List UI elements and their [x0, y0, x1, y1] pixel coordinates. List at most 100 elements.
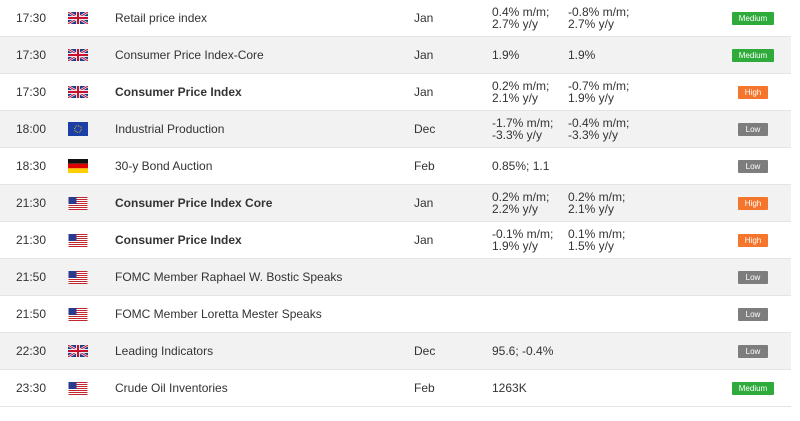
eu-flag-icon	[67, 111, 89, 147]
importance-badge: Low	[738, 270, 768, 284]
previous-value: -0.8% m/m; 2.7% y/y	[568, 5, 630, 31]
table-row[interactable]: 21:30 Consumer Price Index Jan -0.1% m/m; 1…	[0, 222, 791, 259]
us-flag-icon	[67, 185, 89, 221]
event-name: Consumer Price Index	[115, 233, 242, 247]
event-period: Dec	[414, 122, 436, 136]
event-period: Dec	[414, 344, 436, 358]
event-time: 18:00	[16, 122, 47, 136]
event-period: Jan	[414, 48, 434, 62]
us-flag-icon	[67, 259, 89, 295]
event-time: 21:50	[16, 307, 47, 321]
us-flag-icon	[67, 296, 89, 332]
event-period	[414, 259, 474, 295]
event-time: 17:30	[16, 11, 47, 25]
event-name: Consumer Price Index Core	[115, 196, 273, 210]
event-time: 17:30	[16, 85, 47, 99]
importance-cell: Medium	[732, 370, 774, 406]
previous-value	[568, 259, 640, 295]
previous-value	[568, 296, 640, 332]
importance-cell: Low	[732, 111, 774, 147]
importance-badge: Low	[738, 122, 768, 136]
event-period: Jan	[414, 233, 434, 247]
previous-value	[568, 333, 640, 369]
event-period	[414, 296, 474, 332]
actual-value: 95.6; -0.4%	[492, 344, 554, 358]
event-time: 21:50	[16, 270, 47, 284]
importance-cell: Low	[732, 259, 774, 295]
germany-flag-icon	[67, 148, 89, 184]
importance-cell: Low	[732, 333, 774, 369]
importance-cell: Medium	[732, 0, 774, 36]
table-row[interactable]: 21:50 FOMC Member Loretta Mester Speaks Lo…	[0, 296, 791, 333]
importance-cell: High	[732, 222, 774, 258]
importance-badge: High	[738, 233, 768, 247]
event-name: Leading Indicators	[115, 344, 214, 358]
importance-cell: Low	[732, 296, 774, 332]
event-name: Crude Oil Inventories	[115, 381, 228, 395]
importance-badge: Medium	[732, 11, 774, 25]
table-row[interactable]: 18:00 Industrial Production Dec -1.7% m/m; …	[0, 111, 791, 148]
table-row[interactable]: 21:50 FOMC Member Raphael W. Bostic Speak…	[0, 259, 791, 296]
actual-value	[492, 296, 564, 332]
event-period: Jan	[414, 85, 434, 99]
event-name: Consumer Price Index-Core	[115, 48, 264, 62]
importance-badge: Low	[738, 344, 768, 358]
event-name: Consumer Price Index	[115, 85, 242, 99]
scrollbar-track[interactable]	[791, 0, 800, 421]
event-time: 21:30	[16, 196, 47, 210]
uk-flag-icon	[67, 37, 89, 73]
previous-value: -0.7% m/m; 1.9% y/y	[568, 79, 630, 105]
event-time: 22:30	[16, 344, 47, 358]
us-flag-icon	[67, 370, 89, 406]
event-period: Feb	[414, 159, 435, 173]
uk-flag-icon	[67, 74, 89, 110]
event-name: FOMC Member Loretta Mester Speaks	[115, 307, 322, 321]
importance-badge: Low	[738, 159, 768, 173]
event-period: Feb	[414, 381, 435, 395]
event-name: Industrial Production	[115, 122, 225, 136]
previous-value: 0.1% m/m; 1.5% y/y	[568, 227, 626, 253]
table-row[interactable]: 17:30 Consumer Price Index Jan 0.2% m/m; 2.…	[0, 74, 791, 111]
actual-value: 0.85%; 1.1	[492, 159, 550, 173]
previous-value: 0.2% m/m; 2.1% y/y	[568, 190, 626, 216]
uk-flag-icon	[67, 333, 89, 369]
actual-value: 1263K	[492, 381, 527, 395]
table-row[interactable]: 18:30 30-y Bond Auction Feb 0.85%; 1.1 Low	[0, 148, 791, 185]
previous-value: 1.9%	[568, 48, 596, 62]
actual-value: 0.2% m/m; 2.1% y/y	[492, 79, 550, 105]
event-name: FOMC Member Raphael W. Bostic Speaks	[115, 270, 343, 284]
event-time: 21:30	[16, 233, 47, 247]
previous-value	[568, 148, 640, 184]
importance-badge: Low	[738, 307, 768, 321]
previous-value: -0.4% m/m; -3.3% y/y	[568, 116, 630, 142]
actual-value: 1.9%	[492, 48, 520, 62]
event-period: Jan	[414, 11, 434, 25]
table-row[interactable]: 22:30 Leading Indicators Dec 95.6; -0.4% Low	[0, 333, 791, 370]
table-row[interactable]: 17:30 Consumer Price Index-Core Jan 1.9% 1.9…	[0, 37, 791, 74]
actual-value: 0.4% m/m; 2.7% y/y	[492, 5, 550, 31]
actual-value: 0.2% m/m; 2.2% y/y	[492, 190, 550, 216]
importance-badge: Medium	[732, 48, 774, 62]
uk-flag-icon	[67, 0, 89, 36]
table-row[interactable]: 17:30 Retail price index Jan 0.4% m/m; 2.7%…	[0, 0, 791, 37]
importance-cell: High	[732, 185, 774, 221]
actual-value: -1.7% m/m; -3.3% y/y	[492, 116, 554, 142]
event-time: 18:30	[16, 159, 47, 173]
event-name: 30-y Bond Auction	[115, 159, 213, 173]
actual-value: -0.1% m/m; 1.9% y/y	[492, 227, 554, 253]
importance-cell: High	[732, 74, 774, 110]
us-flag-icon	[67, 222, 89, 258]
event-period: Jan	[414, 196, 434, 210]
event-name: Retail price index	[115, 11, 208, 25]
actual-value	[492, 259, 564, 295]
importance-cell: Medium	[732, 37, 774, 73]
table-row[interactable]: 23:30 Crude Oil Inventories Feb 1263K Medium	[0, 370, 791, 407]
economic-calendar-table: 17:30 Retail price index Jan 0.4% m/m; 2.7%…	[0, 0, 791, 407]
table-row[interactable]: 21:30 Consumer Price Index Core Jan 0.2% m/…	[0, 185, 791, 222]
previous-value	[568, 370, 640, 406]
event-time: 23:30	[16, 381, 47, 395]
importance-badge: High	[738, 85, 768, 99]
importance-badge: Medium	[732, 381, 774, 395]
importance-cell: Low	[732, 148, 774, 184]
event-time: 17:30	[16, 48, 47, 62]
